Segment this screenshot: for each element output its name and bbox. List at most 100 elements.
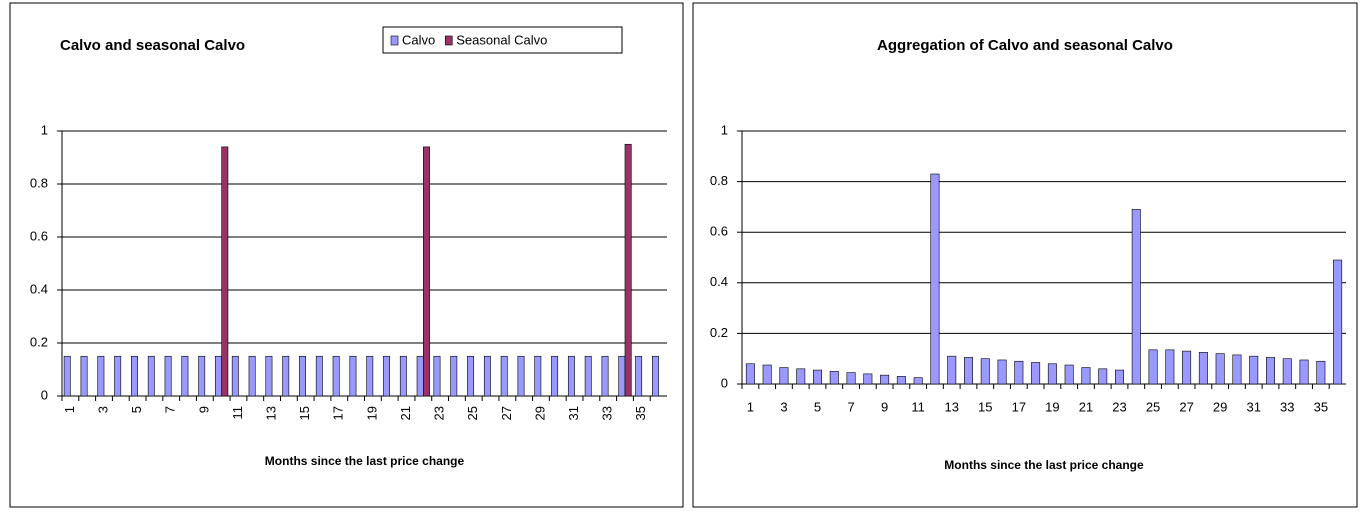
bar — [1165, 349, 1175, 385]
y-tick-label: 0.4 — [710, 274, 728, 289]
x-tick-label: 13 — [944, 399, 958, 414]
bar — [829, 371, 839, 385]
x-tick-label: 3 — [780, 399, 787, 414]
bar — [215, 355, 222, 397]
bar — [221, 146, 229, 397]
bar — [584, 355, 592, 397]
x-tick-label: 29 — [1213, 399, 1227, 414]
bar — [147, 355, 155, 397]
bar — [1316, 360, 1326, 385]
y-tick-label: 0.8 — [30, 175, 48, 190]
bar — [930, 173, 940, 385]
bar — [450, 355, 458, 397]
bar — [863, 373, 873, 385]
bar — [282, 355, 290, 397]
x-tick-label: 11 — [911, 399, 925, 414]
legend-swatch — [390, 35, 399, 46]
bar — [947, 355, 957, 385]
legend-swatch — [444, 35, 453, 46]
bar — [1115, 369, 1124, 385]
bar — [332, 355, 340, 397]
x-tick-label: 1 — [747, 399, 754, 414]
bar — [1064, 364, 1074, 385]
bar — [846, 372, 856, 385]
bar — [1047, 363, 1057, 385]
bar — [248, 355, 256, 397]
bar — [1282, 358, 1292, 385]
legend-box — [382, 26, 623, 54]
legend-label: Seasonal Calvo — [456, 32, 547, 47]
bar — [1215, 353, 1225, 385]
bar — [745, 363, 755, 385]
chart-frame — [692, 2, 1358, 508]
bar — [265, 355, 273, 397]
x-tick-label: 35 — [633, 406, 648, 420]
y-tick-label: 1 — [41, 122, 48, 137]
bar — [651, 355, 659, 397]
bar — [1299, 359, 1309, 385]
y-tick-label: 0.6 — [710, 224, 728, 239]
x-tick-label: 17 — [331, 406, 346, 420]
y-tick-label: 0.8 — [710, 173, 728, 188]
bar — [1232, 354, 1242, 385]
bar — [231, 355, 239, 397]
bar — [1131, 209, 1141, 385]
x-tick-label: 33 — [600, 406, 615, 420]
bar — [964, 357, 973, 385]
bar — [997, 359, 1007, 385]
x-tick-label: 31 — [1246, 399, 1260, 414]
x-tick-label: 5 — [814, 399, 821, 414]
x-tick-label: 15 — [297, 406, 312, 420]
x-tick-label: 11 — [230, 406, 245, 420]
bar — [315, 355, 323, 397]
bar — [1098, 368, 1108, 385]
x-tick-label: 33 — [1280, 399, 1294, 414]
x-tick-label: 15 — [978, 399, 992, 414]
bar — [198, 355, 206, 397]
x-tick-label: 1 — [62, 406, 77, 413]
x-tick-label: 21 — [1079, 399, 1093, 414]
y-tick-label: 0 — [41, 387, 48, 402]
bar — [349, 355, 357, 397]
bar — [299, 355, 306, 397]
bar — [896, 376, 906, 385]
bar — [80, 355, 88, 397]
bar — [467, 355, 475, 397]
bar — [601, 355, 609, 397]
x-tick-label: 7 — [847, 399, 854, 414]
bar — [131, 355, 138, 397]
bar — [1182, 350, 1192, 385]
bar — [567, 355, 575, 397]
bar — [97, 355, 105, 397]
bar — [433, 355, 441, 397]
x-tick-label: 17 — [1012, 399, 1026, 414]
bar — [980, 358, 990, 385]
x-tick-label: 29 — [532, 406, 547, 420]
bar — [1148, 349, 1158, 385]
bar — [1249, 355, 1259, 385]
bar — [164, 355, 172, 397]
x-axis-label: Months since the last price change — [265, 454, 465, 468]
bar — [114, 355, 122, 397]
bar — [1014, 360, 1024, 385]
bar — [1081, 367, 1091, 385]
x-tick-label: 19 — [1045, 399, 1059, 414]
bar — [618, 355, 626, 397]
bar — [913, 377, 923, 385]
chart-title: Calvo and seasonal Calvo — [60, 37, 245, 54]
bar — [1031, 362, 1041, 385]
bar — [796, 368, 806, 385]
bar — [551, 355, 559, 397]
bar — [517, 355, 525, 397]
x-tick-label: 25 — [1146, 399, 1160, 414]
bar — [383, 355, 391, 397]
x-tick-label: 27 — [499, 406, 514, 420]
y-tick-label: 0.6 — [30, 228, 48, 243]
x-tick-label: 7 — [163, 406, 178, 413]
x-tick-label: 23 — [1112, 399, 1126, 414]
legend-label: Calvo — [402, 32, 435, 47]
x-tick-label: 19 — [364, 406, 379, 420]
bar — [181, 355, 189, 397]
y-tick-label: 1 — [721, 122, 728, 137]
x-tick-label: 31 — [566, 406, 581, 420]
